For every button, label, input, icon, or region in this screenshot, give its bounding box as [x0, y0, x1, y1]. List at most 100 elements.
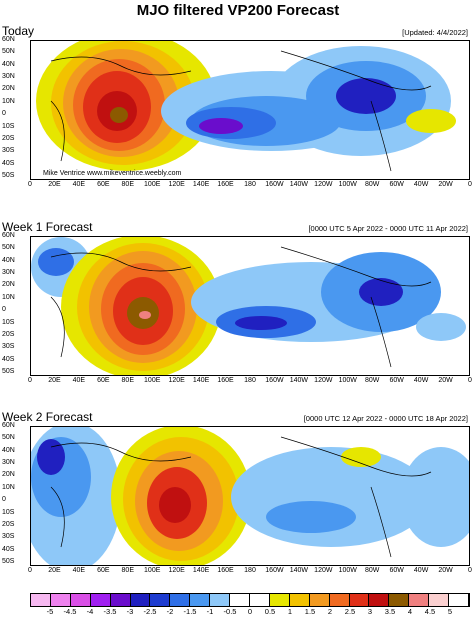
colorbar-swatch [50, 594, 71, 606]
colorbar-swatch [249, 594, 270, 606]
lat-label: 50S [2, 368, 15, 375]
lon-label: 120W [314, 567, 333, 574]
lon-label: 80E [121, 567, 134, 574]
colorbar-tick-label: 3.5 [384, 607, 396, 616]
colorbar-tick-label: 0.5 [264, 607, 276, 616]
lon-label: 60E [97, 567, 110, 574]
panel-range: [0000 UTC 5 Apr 2022 - 0000 UTC 11 Apr 2… [308, 224, 468, 233]
lon-label: 180 [244, 377, 256, 384]
lon-label: 60W [389, 181, 404, 188]
colorbar-tick-label: 2.5 [344, 607, 356, 616]
lat-label: 20N [2, 85, 15, 93]
colorbar-swatch [269, 594, 290, 606]
lon-label: 180 [244, 181, 256, 188]
lat-label: 30N [2, 269, 15, 277]
colorbar-swatch [289, 594, 310, 606]
colorbar-swatch [190, 594, 211, 606]
lon-label: 80E [121, 181, 134, 188]
lat-label: 40N [2, 60, 15, 68]
lon-label: 0 [468, 181, 472, 188]
lon-label: 20E [48, 377, 61, 384]
colorbar-swatch [150, 594, 171, 606]
figure-title: MJO filtered VP200 Forecast [136, 2, 340, 19]
lat-label: 40S [2, 355, 15, 363]
panel-week1: Week 1 Forecast [0000 UTC 5 Apr 2022 - 0… [0, 214, 476, 398]
panel-label: Today [2, 24, 35, 38]
lon-label: 120E [168, 377, 185, 384]
colorbar-labels: -5 -4.5 -4 -3.5 -3 -2.5 -2 -1.5 -1 -0.5 0 0.5 1 1.5 2 2… [30, 607, 470, 617]
colorbar-swatch [110, 594, 131, 606]
colorbar-tick-label: 0 [247, 607, 253, 616]
lat-label: 20S [2, 520, 15, 528]
lon-label: 80W [365, 181, 380, 188]
lon-label: 140E [192, 377, 210, 384]
colorbar-tick-label: 4 [407, 607, 413, 616]
lat-label: 0 [2, 496, 6, 504]
lon-label: 60E [97, 181, 110, 188]
colorbar-tick-label: -0.5 [223, 607, 237, 616]
panel-week2: Week 2 Forecast [0000 UTC 12 Apr 2022 - … [0, 404, 476, 588]
colorbar-tick-label: -3.5 [103, 607, 117, 616]
lon-label: 40W [413, 567, 429, 574]
colorbar-tick-label: -1 [206, 607, 214, 616]
lon-label: 100E [144, 377, 161, 384]
colorbar-swatch [130, 594, 151, 606]
panel-label: Week 1 Forecast [2, 220, 93, 234]
lat-label: 30S [2, 147, 15, 155]
colorbar-tick-label: -1.5 [183, 607, 197, 616]
lon-label: 100E [144, 181, 161, 188]
colorbar-swatch [389, 594, 410, 606]
colorbar-swatch [230, 594, 250, 606]
lon-label: 180 [244, 567, 256, 574]
lon-label: 80W [365, 377, 380, 384]
lon-label: 60W [389, 377, 404, 384]
lat-label: 40N [2, 446, 15, 454]
lat-label: 0 [2, 110, 6, 118]
map-week1 [30, 236, 470, 376]
lon-label: 100W [338, 377, 357, 384]
lat-label: 40S [2, 545, 15, 553]
lat-label: 40N [2, 256, 15, 264]
colorbar-tick-label: 3 [367, 607, 373, 616]
lon-label: 60W [389, 567, 404, 574]
colorbar [30, 593, 470, 607]
colorbar-swatch [449, 594, 469, 606]
lat-label: 60N [2, 232, 15, 239]
lat-label: 30N [2, 73, 15, 81]
lon-label: 20W [438, 567, 453, 574]
map-week2 [30, 426, 470, 566]
lon-label: 20E [48, 181, 61, 188]
lat-label: 40S [2, 159, 15, 167]
colorbar-swatch [170, 594, 191, 606]
lon-label: 140W [289, 181, 309, 188]
lon-label: 120W [314, 377, 333, 384]
colorbar-tick-label: 5 [447, 607, 453, 616]
lat-label: 50N [2, 434, 15, 442]
lon-label: 0 [468, 377, 472, 384]
lat-label: 10N [2, 483, 15, 491]
colorbar-swatch [309, 594, 330, 606]
lat-label: 10S [2, 318, 15, 326]
lon-label: 40W [413, 377, 429, 384]
lon-label: 100W [338, 567, 357, 574]
lon-label: 120W [314, 181, 333, 188]
colorbar-tick-label: 1.5 [304, 607, 316, 616]
lat-label: 50S [2, 172, 15, 179]
lat-label: 10N [2, 293, 15, 301]
lon-label: 40W [413, 181, 429, 188]
lon-label: 40E [72, 181, 86, 188]
lon-label: 160E [217, 377, 234, 384]
panel-today: Today [Updated: 4/4/2022] Mike Ven [0, 22, 476, 206]
lat-label: 50N [2, 244, 15, 252]
colorbar-tick-label: -4.5 [63, 607, 77, 616]
lon-label: 100E [144, 567, 161, 574]
lat-label: 20N [2, 471, 15, 479]
colorbar-tick-label: -2.5 [143, 607, 157, 616]
panel-label: Week 2 Forecast [2, 410, 93, 424]
lat-label: 20S [2, 330, 15, 338]
lon-label: 0 [468, 567, 472, 574]
colorbar-tick-label: -2 [166, 607, 174, 616]
lat-label: 60N [2, 36, 15, 43]
lat-label: 30S [2, 343, 15, 351]
lon-label: 140W [289, 377, 309, 384]
